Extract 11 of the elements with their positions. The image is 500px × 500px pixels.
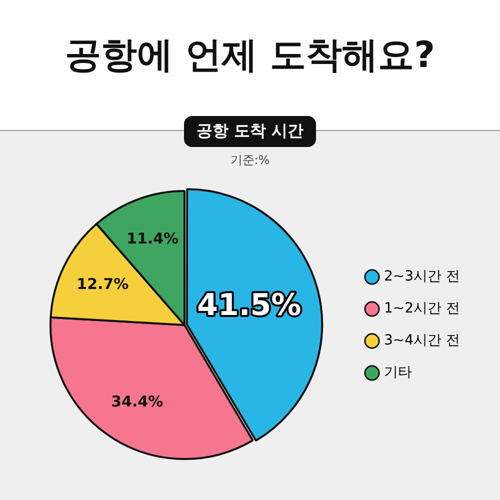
legend-label: 3~4시간 전 bbox=[384, 332, 460, 349]
data-label: 41.5% bbox=[197, 288, 302, 324]
text: 기준:% bbox=[229, 152, 271, 169]
legend-label: 기타 bbox=[384, 364, 412, 381]
legend-label: 2~3시간 전 bbox=[384, 268, 460, 285]
chart-title: 공항에 언제 도착해요? bbox=[65, 34, 435, 78]
data-label: 11.4% bbox=[126, 230, 179, 248]
data-label: 12.7% bbox=[76, 274, 129, 293]
data-label: 34.4% bbox=[111, 392, 164, 411]
legend-label: 1~2시간 전 bbox=[384, 300, 460, 317]
chart-subtitle: 공항 도착 시간 bbox=[184, 116, 316, 147]
